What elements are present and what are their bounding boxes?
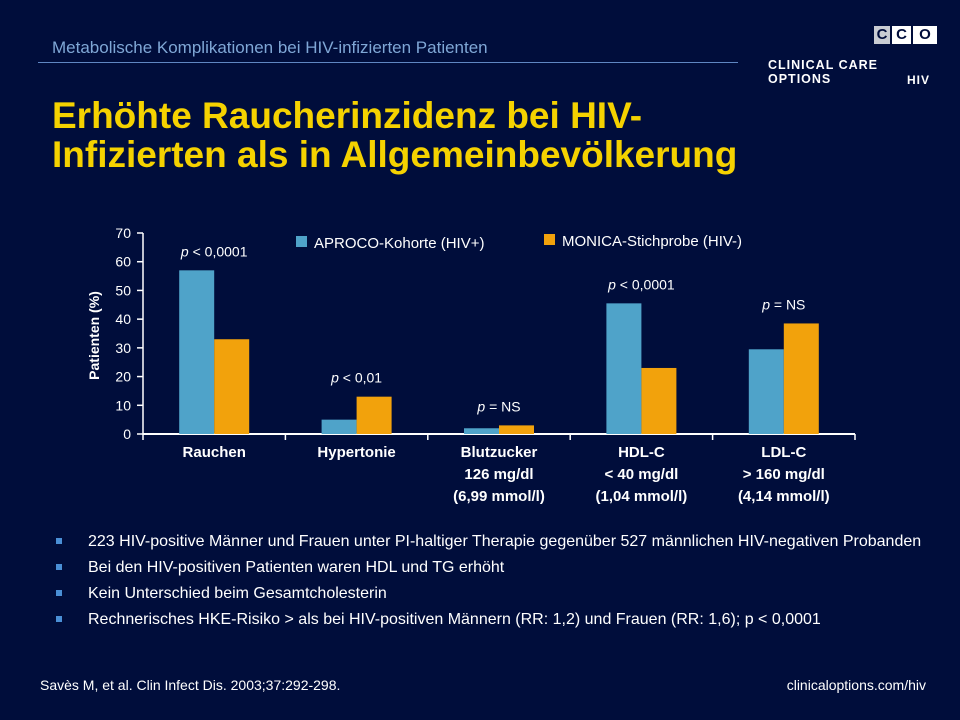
bar-monica: [214, 339, 250, 434]
x-category-label: LDL-C: [761, 444, 806, 461]
x-category-label: HDL-C: [618, 444, 665, 461]
footer-url: clinicaloptions.com/hiv: [786, 677, 926, 693]
bullet-square-icon: [56, 538, 62, 544]
legend-label-aproco: APROCO-Kohorte (HIV+): [314, 235, 484, 252]
x-category-label: > 160 mg/dl: [743, 466, 825, 483]
logo-boxes: C C O: [874, 26, 939, 44]
slide-title: Erhöhte Raucherinzidenz bei HIV- Infizie…: [52, 96, 872, 174]
bullet-text: Bei den HIV-positiven Patienten waren HD…: [88, 559, 505, 576]
p-value-annotation: p < 0,01: [330, 370, 382, 386]
legend-label-monica: MONICA-Stichprobe (HIV-): [562, 233, 742, 250]
bar-monica: [356, 396, 392, 434]
x-category-label: Hypertonie: [317, 444, 395, 461]
bullet-text: Rechnerisches HKE-Risiko > als bei HIV-p…: [88, 611, 821, 628]
bar-aproco: [606, 303, 642, 434]
y-tick-label: 60: [115, 254, 131, 270]
footer-citation: Savès M, et al. Clin Infect Dis. 2003;37…: [40, 677, 341, 693]
p-value-annotation: p < 0,0001: [180, 243, 248, 259]
logo-box-1: C: [874, 26, 890, 44]
clinical-care-options-logo: C C O CLINICAL CARE OPTIONS HIV: [768, 26, 938, 96]
bullet-item: 223 HIV-positive Männer und Frauen unter…: [56, 532, 936, 551]
bullet-square-icon: [56, 590, 62, 596]
y-tick-label: 0: [123, 426, 131, 442]
bullet-item: Rechnerisches HKE-Risiko > als bei HIV-p…: [56, 610, 936, 629]
p-value-annotation: p = NS: [761, 296, 805, 312]
slide-title-line1: Erhöhte Raucherinzidenz bei HIV-: [52, 95, 643, 136]
bar-aproco: [748, 349, 784, 434]
bar-monica: [783, 323, 819, 434]
logo-sub: HIV: [906, 73, 930, 87]
y-tick-label: 70: [115, 225, 131, 241]
bar-aproco: [179, 270, 215, 434]
bullet-text: 223 HIV-positive Männer und Frauen unter…: [88, 533, 922, 550]
x-category-label: Blutzucker: [461, 444, 538, 461]
x-category-label: 126 mg/dl: [464, 466, 533, 483]
p-value-annotation: p < 0,0001: [607, 276, 675, 292]
slide-title-line2: Infizierten als in Allgemeinbevölkerung: [52, 134, 738, 175]
x-category-label: (4,14 mmol/l): [738, 488, 830, 505]
p-value-annotation: p = NS: [476, 398, 520, 414]
bar-monica: [499, 425, 534, 434]
bar-aproco: [464, 428, 499, 434]
logo-box-3: O: [913, 26, 937, 44]
legend-swatch-aproco: [296, 236, 307, 247]
bullet-square-icon: [56, 564, 62, 570]
x-category-label: < 40 mg/dl: [605, 466, 679, 483]
y-tick-label: 20: [115, 369, 131, 385]
logo-box-2: C: [892, 26, 911, 44]
header-subtitle: Metabolische Komplikationen bei HIV-infi…: [52, 38, 488, 57]
x-category-label: (1,04 mmol/l): [596, 488, 688, 505]
y-tick-label: 50: [115, 282, 131, 298]
bullet-item: Bei den HIV-positiven Patienten waren HD…: [56, 558, 936, 577]
bar-aproco: [321, 419, 357, 434]
bullet-list: 223 HIV-positive Männer und Frauen unter…: [56, 532, 936, 636]
bar-monica: [641, 367, 677, 434]
legend-swatch-monica: [544, 234, 555, 245]
bullet-item: Kein Unterschied beim Gesamtcholesterin: [56, 584, 936, 603]
x-category-label: Rauchen: [183, 444, 246, 461]
bullet-square-icon: [56, 616, 62, 622]
x-category-label: (6,99 mmol/l): [453, 488, 545, 505]
y-axis-label: Patienten (%): [86, 291, 102, 380]
logo-name: CLINICAL CARE OPTIONS: [768, 58, 878, 86]
y-tick-label: 30: [115, 340, 131, 356]
y-tick-label: 10: [115, 397, 131, 413]
header-divider: [38, 62, 738, 63]
bullet-text: Kein Unterschied beim Gesamtcholesterin: [88, 585, 387, 602]
y-tick-label: 40: [115, 311, 131, 327]
bar-chart: 0 10 20 30 40 50 60 70 Patienten (%) Rauchen Hyper…: [86, 225, 856, 505]
